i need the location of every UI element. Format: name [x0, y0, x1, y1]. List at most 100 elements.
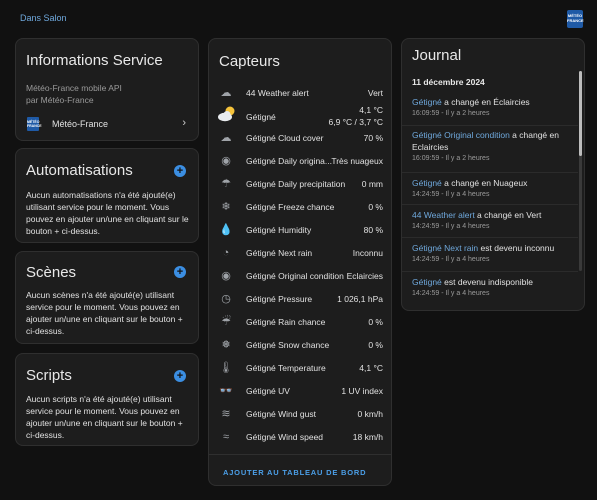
meteo-france-logo: MÉTÉO FRANCE: [27, 117, 42, 131]
automations-card: Automatisations + Aucun automatisations …: [15, 148, 199, 243]
sensor-name: Gétigné Daily origina...: [246, 156, 332, 166]
sensor-value-primary: 70 %: [363, 133, 383, 143]
logbook-text: est devenu inconnu: [478, 243, 555, 253]
logbook-time: 14:24:59 - Il y a 4 heures: [412, 223, 490, 230]
logbook-entry: Gétigné est devenu indisponible 14:24:59 …: [412, 276, 576, 297]
thermometer-icon: 🌡: [219, 362, 233, 374]
sensor-value: Très nuageux: [331, 156, 383, 166]
scripts-card: Scripts + Aucun scripts n'a été ajouté(e…: [15, 353, 199, 446]
sensor-value: 70 %: [364, 133, 383, 143]
sensor-value: Inconnu: [353, 248, 383, 258]
sensor-row[interactable]: Gétigné 4,1 °C 6,9 °C / 3,7 °C: [218, 104, 383, 130]
logbook-message: Gétigné est devenu indisponible: [412, 276, 576, 288]
sensor-value: 0 mm: [362, 179, 383, 189]
entity-link[interactable]: Gétigné: [412, 277, 442, 287]
sensor-row[interactable]: 💧 Gétigné Humidity 80 %: [219, 220, 383, 240]
entity-link[interactable]: Gétigné: [412, 97, 442, 107]
sensor-row[interactable]: ◉ Gétigné Daily origina... Très nuageux: [219, 151, 383, 171]
divider: [402, 204, 578, 205]
sensor-name: Gétigné: [246, 112, 276, 122]
sensor-value: Eclaircies: [347, 271, 383, 281]
card-title: Scripts: [26, 367, 72, 384]
sensor-name: Gétigné Snow chance: [246, 340, 330, 350]
entity-link[interactable]: Gétigné Original condition: [412, 130, 510, 140]
sensor-row[interactable]: ☂ Gétigné Daily precipitation 0 mm: [219, 174, 383, 194]
sensor-row[interactable]: ☁ Gétigné Cloud cover 70 %: [219, 128, 384, 148]
sensor-name: Gétigné Next rain: [246, 248, 313, 258]
sensor-value: 1 UV index: [341, 386, 383, 396]
sensor-row[interactable]: ❅ Gétigné Snow chance 0 %: [219, 335, 383, 355]
add-automation-button[interactable]: +: [174, 165, 186, 177]
entity-link[interactable]: Gétigné Next rain: [412, 243, 479, 253]
sensor-value: 0 km/h: [357, 409, 383, 419]
rain-icon: ☔: [221, 316, 231, 328]
logbook-message: 44 Weather alert a changé en Vert: [412, 209, 576, 221]
logbook-message: Gétigné Next rain est devenu inconnu: [412, 242, 576, 254]
logbook-text: est devenu indisponible: [441, 277, 533, 287]
logbook-time: 14:24:59 - Il y a 4 heures: [412, 290, 490, 297]
sensor-row[interactable]: ◔ Gétigné Next rain Inconnu: [219, 243, 383, 263]
sensors-card: Capteurs ☁ 44 Weather alert Vert Gétigné 4,1…: [208, 38, 392, 486]
sensor-value-primary: 4,1 °C: [359, 363, 383, 373]
logbook-entry: Gétigné a changé en Éclaircies 16:09:59 -…: [412, 96, 576, 117]
clock-icon: ◔: [222, 247, 230, 259]
sensor-row[interactable]: 👓 Gétigné UV 1 UV index: [219, 381, 383, 401]
sensor-row[interactable]: ◉ Gétigné Original condition Eclaircies: [219, 266, 383, 286]
divider: [402, 172, 578, 173]
empty-text: Aucun scripts n'a été ajouté(e) utilisan…: [26, 394, 183, 440]
logbook-message: Gétigné a changé en Éclaircies: [412, 96, 576, 108]
logbook-message: Gétigné Original condition a changé en E…: [412, 129, 576, 153]
sensor-name: Gétigné UV: [246, 386, 290, 396]
info-service-card: Informations Service Météo-France mobile…: [15, 38, 199, 141]
sensor-value-primary: 18 km/h: [352, 432, 383, 442]
sensor-value: Vert: [368, 88, 383, 98]
snowflake-icon: ❄: [221, 201, 231, 213]
link-label: Météo-France: [52, 119, 109, 129]
chevron-right-icon: ›: [182, 117, 186, 129]
sensor-name: Gétigné Cloud cover: [246, 133, 324, 143]
sensor-name: Gétigné Temperature: [246, 363, 326, 373]
sensor-name: Gétigné Rain chance: [246, 317, 326, 327]
sensor-row[interactable]: ≈ Gétigné Wind speed 18 km/h: [219, 427, 383, 447]
sensor-name: Gétigné Freeze chance: [246, 202, 335, 212]
scrollbar-track[interactable]: [579, 71, 582, 271]
info-subtitle: Météo-France mobile API par Météo-France: [26, 82, 122, 106]
scrollbar-thumb[interactable]: [579, 71, 582, 156]
meteo-france-link[interactable]: MÉTÉO FRANCE Météo-France ›: [26, 117, 190, 133]
sensor-value: 0 %: [368, 317, 383, 327]
add-to-dashboard-button[interactable]: AJOUTER AU TABLEAU DE BORD: [223, 468, 367, 477]
sensor-name: 44 Weather alert: [246, 88, 309, 98]
sensor-row[interactable]: ☔ Gétigné Rain chance 0 %: [219, 312, 383, 332]
entity-link[interactable]: Gétigné: [412, 178, 442, 188]
sensor-row[interactable]: ≋ Gétigné Wind gust 0 km/h: [219, 404, 383, 424]
wind-icon: ≈: [222, 431, 230, 443]
cloud-cover-icon: ☁: [220, 132, 232, 144]
logbook-text: a changé en Vert: [474, 210, 542, 220]
sensor-row[interactable]: ☁ 44 Weather alert Vert: [219, 83, 384, 103]
add-scene-button[interactable]: +: [174, 266, 186, 278]
scenes-card: Scènes + Aucun scènes n'a été ajouté(e) …: [15, 251, 199, 344]
sensor-value-primary: 0 km/h: [357, 409, 383, 419]
add-script-button[interactable]: +: [174, 370, 186, 382]
sensor-value-primary: 0 %: [368, 340, 383, 350]
sensor-row[interactable]: ◷ Gétigné Pressure 1 026,1 hPa: [219, 289, 383, 309]
partly-sunny-icon: [218, 106, 235, 122]
entity-link[interactable]: 44 Weather alert: [412, 210, 475, 220]
sensor-value-primary: Inconnu: [352, 248, 383, 258]
logbook-entry: Gétigné Original condition a changé en E…: [412, 129, 576, 162]
wind-gust-icon: ≋: [221, 408, 231, 420]
logbook-entry: 44 Weather alert a changé en Vert 14:24:5…: [412, 209, 576, 230]
area-link[interactable]: Dans Salon: [20, 13, 67, 23]
logbook-time: 16:09:59 - Il y a 2 heures: [412, 155, 490, 162]
sensor-row[interactable]: 🌡 Gétigné Temperature 4,1 °C: [219, 358, 383, 378]
eye-icon: ◉: [221, 155, 231, 167]
sensor-name: Gétigné Daily precipitation: [246, 179, 346, 189]
sensor-name: Gétigné Pressure: [246, 294, 313, 304]
sensor-row[interactable]: ❄ Gétigné Freeze chance 0 %: [219, 197, 383, 217]
sensor-value-secondary: 6,9 °C / 3,7 °C: [328, 117, 383, 127]
cloud-rain-icon: ☂: [221, 178, 231, 190]
cloud-alert-icon: ☁: [220, 87, 232, 99]
sensor-value: 0 %: [368, 340, 383, 350]
eye-icon: ◉: [221, 270, 231, 282]
divider: [402, 125, 578, 126]
